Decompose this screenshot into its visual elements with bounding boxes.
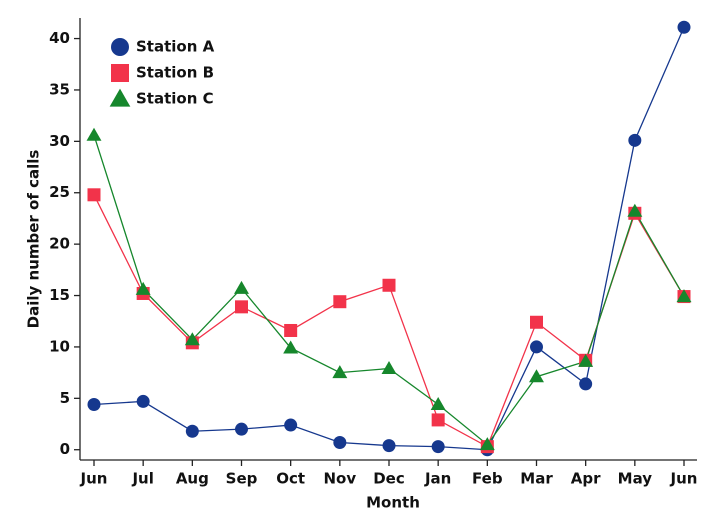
data-point xyxy=(87,188,101,202)
data-point xyxy=(627,203,643,217)
y-tick-label: 40 xyxy=(49,29,70,47)
y-tick-label: 5 xyxy=(60,389,70,407)
y-tick-label: 30 xyxy=(49,132,70,150)
y-tick-label: 20 xyxy=(49,235,70,253)
data-point xyxy=(283,340,299,354)
x-tick-label: Aug xyxy=(176,470,209,488)
data-point xyxy=(185,424,199,438)
x-tick-label: Feb xyxy=(472,470,503,488)
data-point xyxy=(87,397,101,411)
y-tick-label: 25 xyxy=(49,183,70,201)
x-tick-label: Mar xyxy=(520,470,553,488)
data-point xyxy=(234,280,249,294)
data-point xyxy=(382,278,396,292)
x-tick-label: Apr xyxy=(571,470,601,488)
x-tick-label: Jul xyxy=(131,470,153,488)
y-tick-label: 0 xyxy=(60,440,70,458)
x-tick-label: Jan xyxy=(424,470,451,488)
legend-marker xyxy=(111,38,129,56)
data-point xyxy=(578,353,594,367)
data-point xyxy=(479,437,495,451)
data-point xyxy=(529,369,544,383)
legend-label: Station C xyxy=(136,90,214,108)
x-tick-label: Nov xyxy=(324,470,357,488)
data-point xyxy=(136,394,150,408)
data-point xyxy=(184,332,200,346)
data-point xyxy=(430,397,446,411)
data-point xyxy=(235,300,248,314)
y-tick-label: 35 xyxy=(49,80,70,98)
y-axis-title: Daily number of calls xyxy=(25,150,43,329)
data-point xyxy=(382,439,396,453)
y-tick-label: 10 xyxy=(49,337,70,355)
data-point xyxy=(381,361,397,375)
x-tick-label: Oct xyxy=(276,470,305,488)
legend-label: Station A xyxy=(136,38,215,56)
data-point xyxy=(431,413,445,427)
x-tick-label: Dec xyxy=(373,470,405,488)
data-point xyxy=(284,323,298,337)
data-point xyxy=(332,365,348,379)
x-axis-title: Month xyxy=(366,494,420,512)
data-point xyxy=(284,418,298,432)
data-point xyxy=(86,127,102,141)
legend-marker xyxy=(109,88,131,107)
data-point xyxy=(235,422,248,436)
x-tick-label: May xyxy=(618,470,653,488)
data-point xyxy=(579,377,593,391)
data-point xyxy=(135,281,151,295)
data-point xyxy=(676,289,692,303)
y-tick-label: 15 xyxy=(49,286,70,304)
data-point xyxy=(677,20,691,34)
data-point xyxy=(530,315,543,329)
legend-label: Station B xyxy=(136,64,214,82)
data-point xyxy=(333,436,347,450)
legend-marker xyxy=(111,64,129,82)
data-point xyxy=(530,340,543,354)
data-point xyxy=(431,440,445,454)
x-tick-label: Sep xyxy=(226,470,258,488)
x-tick-label: Jun xyxy=(670,470,698,488)
data-point xyxy=(628,133,642,147)
x-tick-label: Jun xyxy=(80,470,108,488)
data-point xyxy=(333,295,347,309)
